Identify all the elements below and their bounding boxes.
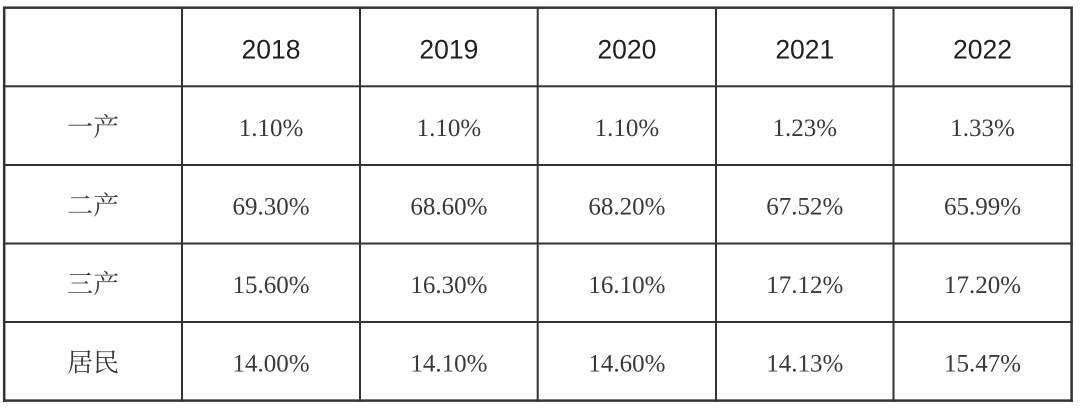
svg-text:14.00%: 14.00% xyxy=(232,351,309,378)
svg-text:2019: 2019 xyxy=(419,34,478,64)
svg-text:1.10%: 1.10% xyxy=(595,115,660,142)
svg-text:2018: 2018 xyxy=(242,34,301,64)
svg-text:14.60%: 14.60% xyxy=(588,351,665,378)
svg-text:17.12%: 17.12% xyxy=(766,272,843,299)
svg-text:14.13%: 14.13% xyxy=(766,351,843,378)
svg-text:69.30%: 69.30% xyxy=(232,193,309,220)
svg-text:1.23%: 1.23% xyxy=(773,115,838,142)
svg-text:16.30%: 16.30% xyxy=(410,272,487,299)
svg-text:1.33%: 1.33% xyxy=(950,115,1015,142)
svg-text:15.60%: 15.60% xyxy=(232,272,309,299)
svg-text:2020: 2020 xyxy=(597,34,656,64)
svg-text:17.20%: 17.20% xyxy=(944,272,1021,299)
svg-text:67.52%: 67.52% xyxy=(766,193,843,220)
svg-text:14.10%: 14.10% xyxy=(410,351,487,378)
svg-text:1.10%: 1.10% xyxy=(239,115,304,142)
svg-text:1.10%: 1.10% xyxy=(417,115,482,142)
svg-text:68.60%: 68.60% xyxy=(410,193,487,220)
svg-text:16.10%: 16.10% xyxy=(588,272,665,299)
svg-text:2022: 2022 xyxy=(953,34,1012,64)
svg-text:15.47%: 15.47% xyxy=(944,351,1021,378)
svg-text:68.20%: 68.20% xyxy=(588,193,665,220)
svg-text:2021: 2021 xyxy=(775,34,834,64)
svg-text:65.99%: 65.99% xyxy=(944,193,1021,220)
